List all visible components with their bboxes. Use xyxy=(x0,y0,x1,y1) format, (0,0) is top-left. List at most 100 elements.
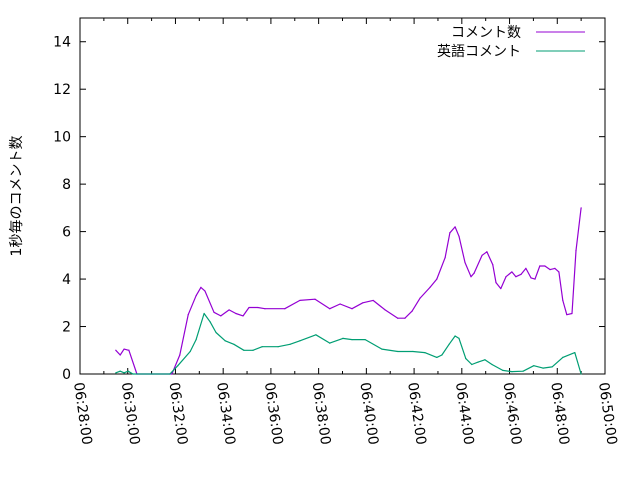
data-point xyxy=(551,366,553,368)
data-point xyxy=(277,346,279,348)
series-line-comments xyxy=(115,207,582,375)
x-tick-label: 06:28:00 xyxy=(70,381,95,446)
data-point xyxy=(481,254,483,256)
data-point xyxy=(580,207,582,209)
data-point xyxy=(580,373,582,375)
data-point xyxy=(404,317,406,319)
data-point xyxy=(284,308,286,310)
y-tick-label: 6 xyxy=(62,225,71,241)
data-point xyxy=(242,315,244,317)
x-tick-label: 06:46:00 xyxy=(500,381,525,446)
x-tick-label: 06:50:00 xyxy=(595,381,620,446)
data-point xyxy=(339,303,341,305)
data-point xyxy=(364,338,366,341)
data-point xyxy=(477,361,479,363)
x-tick-label: 06:34:00 xyxy=(213,381,238,446)
data-point xyxy=(123,372,125,374)
data-point xyxy=(534,278,536,280)
data-point xyxy=(397,350,399,353)
x-tick-labels: 06:28:00 06:30:00 06:32:00 06:34:00 06:36:00… xyxy=(70,381,620,446)
x-tick-label: 06:38:00 xyxy=(309,381,334,446)
y-tick-label: 2 xyxy=(62,320,71,336)
x-tick-label: 06:40:00 xyxy=(356,381,381,446)
x-tick-label: 06:44:00 xyxy=(452,381,477,446)
data-point xyxy=(465,357,467,360)
y-tick-label: 10 xyxy=(53,130,71,146)
data-point xyxy=(213,311,215,313)
data-point xyxy=(123,348,125,350)
data-point xyxy=(329,342,331,344)
data-point xyxy=(454,335,456,337)
data-point xyxy=(362,302,364,304)
x-tick-label: 06:32:00 xyxy=(165,381,190,446)
data-point xyxy=(530,277,532,279)
data-point xyxy=(533,365,535,367)
data-point xyxy=(571,312,573,315)
data-point xyxy=(454,226,456,228)
data-point xyxy=(558,271,560,273)
data-point xyxy=(436,278,438,280)
data-point xyxy=(448,343,450,345)
data-point xyxy=(233,343,235,345)
data-point xyxy=(515,276,517,278)
data-point xyxy=(177,365,179,367)
data-point xyxy=(520,273,522,275)
x-tick-label: 06:48:00 xyxy=(547,381,572,446)
data-point xyxy=(195,338,197,341)
y-axis-label: 1秒毎のコメント数 xyxy=(9,136,25,257)
data-point xyxy=(549,268,551,271)
data-point xyxy=(220,315,222,317)
y-tick-label: 12 xyxy=(53,82,71,98)
data-point xyxy=(115,372,117,374)
data-point xyxy=(372,299,374,302)
x-tick-label: 06:42:00 xyxy=(404,381,429,446)
data-point xyxy=(252,349,254,351)
data-point xyxy=(562,356,564,358)
data-point xyxy=(299,340,301,342)
data-point xyxy=(179,354,181,356)
data-point xyxy=(200,286,202,288)
data-point xyxy=(511,371,513,373)
data-point xyxy=(544,265,546,267)
data-point xyxy=(119,354,121,356)
data-point xyxy=(473,272,475,274)
data-point xyxy=(119,370,121,372)
data-point xyxy=(115,349,117,351)
data-point xyxy=(169,373,171,375)
data-point xyxy=(419,297,421,299)
data-point xyxy=(257,306,259,309)
data-point xyxy=(484,359,486,361)
axis-ticks xyxy=(79,18,606,375)
y-tick-label: 0 xyxy=(62,367,71,383)
data-point xyxy=(248,306,250,309)
data-point xyxy=(243,349,245,351)
data-point xyxy=(127,370,129,372)
data-point xyxy=(209,321,211,323)
data-point xyxy=(224,340,226,342)
data-point xyxy=(542,367,544,369)
data-point xyxy=(412,350,414,353)
data-point xyxy=(203,312,205,315)
data-point xyxy=(289,343,291,345)
data-point xyxy=(187,314,189,316)
data-point xyxy=(384,309,386,311)
data-point xyxy=(189,350,191,353)
data-point xyxy=(429,286,431,288)
data-point xyxy=(215,331,217,334)
data-point xyxy=(539,265,541,267)
data-point xyxy=(511,271,513,273)
legend-label-comments: コメント数 xyxy=(451,25,521,41)
x-tick-label: 06:36:00 xyxy=(261,381,286,446)
data-point xyxy=(522,370,524,372)
data-point xyxy=(491,363,493,366)
data-point xyxy=(464,261,466,264)
data-point xyxy=(424,352,426,354)
data-point xyxy=(441,354,443,356)
data-point xyxy=(264,308,266,310)
data-point xyxy=(397,317,399,319)
data-point xyxy=(495,282,497,284)
series-lines xyxy=(115,207,582,375)
data-point xyxy=(554,267,556,269)
legend: コメント数 英語コメント xyxy=(437,25,585,60)
